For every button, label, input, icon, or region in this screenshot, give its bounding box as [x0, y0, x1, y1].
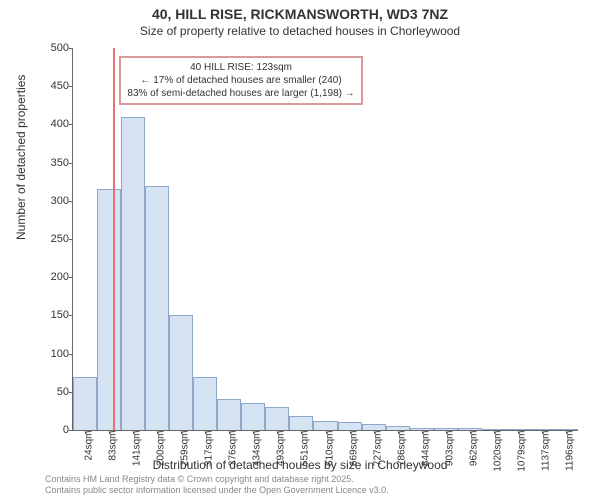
annotation-line3: 83% of semi-detached houses are larger (…	[127, 87, 354, 100]
histogram-bar	[313, 421, 337, 430]
xtick-label: 83sqm	[108, 431, 119, 461]
footer-text: Contains HM Land Registry data © Crown c…	[45, 474, 389, 496]
xtick-label: 24sqm	[84, 431, 95, 461]
ytick-mark	[69, 124, 73, 125]
histogram-bar	[97, 189, 121, 430]
ytick-label: 0	[33, 424, 69, 436]
histogram-bar	[265, 407, 289, 430]
histogram-bar	[338, 422, 362, 430]
ytick-mark	[69, 277, 73, 278]
histogram-bar	[145, 186, 169, 430]
chart-title: 40, HILL RISE, RICKMANSWORTH, WD3 7NZ	[0, 6, 600, 22]
ytick-mark	[69, 48, 73, 49]
histogram-bar	[73, 377, 97, 430]
ytick-label: 500	[33, 42, 69, 54]
x-axis-label: Distribution of detached houses by size …	[0, 458, 600, 472]
ytick-label: 200	[33, 271, 69, 283]
chart-subtitle: Size of property relative to detached ho…	[0, 24, 600, 38]
ytick-mark	[69, 354, 73, 355]
histogram-bar	[121, 117, 145, 430]
ytick-mark	[69, 86, 73, 87]
ytick-label: 450	[33, 80, 69, 92]
annotation-line1: 40 HILL RISE: 123sqm	[127, 61, 354, 74]
ytick-label: 300	[33, 195, 69, 207]
ytick-mark	[69, 239, 73, 240]
annotation-box: 40 HILL RISE: 123sqm← 17% of detached ho…	[119, 56, 362, 105]
histogram-bar	[289, 416, 313, 430]
ytick-label: 350	[33, 157, 69, 169]
footer-line1: Contains HM Land Registry data © Crown c…	[45, 474, 389, 485]
reference-line	[113, 48, 115, 430]
title-area: 40, HILL RISE, RICKMANSWORTH, WD3 7NZ Si…	[0, 6, 600, 38]
histogram-bar	[169, 315, 193, 430]
annotation-line2: ← 17% of detached houses are smaller (24…	[127, 74, 354, 87]
ytick-label: 150	[33, 309, 69, 321]
ytick-label: 100	[33, 348, 69, 360]
y-axis-label: Number of detached properties	[14, 75, 28, 240]
ytick-label: 50	[33, 386, 69, 398]
histogram-bar	[241, 403, 265, 430]
ytick-mark	[69, 430, 73, 431]
histogram-bar	[193, 377, 217, 430]
ytick-label: 250	[33, 233, 69, 245]
footer-line2: Contains public sector information licen…	[45, 485, 389, 496]
ytick-mark	[69, 163, 73, 164]
plot-area: 05010015020025030035040045050024sqm83sqm…	[72, 48, 578, 431]
ytick-mark	[69, 201, 73, 202]
histogram-bar	[217, 399, 241, 430]
ytick-label: 400	[33, 118, 69, 130]
ytick-mark	[69, 315, 73, 316]
chart-container: 40, HILL RISE, RICKMANSWORTH, WD3 7NZ Si…	[0, 0, 600, 500]
